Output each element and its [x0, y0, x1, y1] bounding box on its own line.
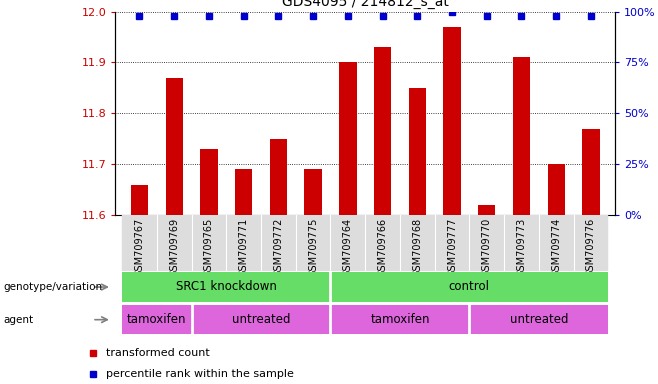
Text: transformed count: transformed count — [106, 348, 210, 358]
Bar — [166, 78, 183, 215]
Bar — [131, 185, 148, 215]
Bar — [122, 272, 330, 302]
Bar — [478, 205, 495, 215]
Bar — [261, 215, 295, 271]
Text: control: control — [449, 280, 490, 293]
Bar — [305, 169, 322, 215]
Bar — [226, 215, 261, 271]
Text: GSM709765: GSM709765 — [204, 218, 214, 277]
Bar — [122, 305, 191, 334]
Text: untreated: untreated — [232, 313, 290, 326]
Bar — [122, 215, 157, 271]
Bar — [582, 129, 599, 215]
Bar — [295, 215, 330, 271]
Text: tamoxifen: tamoxifen — [127, 313, 187, 326]
Bar — [547, 164, 565, 215]
Bar — [504, 215, 539, 271]
Text: untreated: untreated — [509, 313, 568, 326]
Text: GSM709764: GSM709764 — [343, 218, 353, 277]
Text: GSM709770: GSM709770 — [482, 218, 492, 277]
Text: percentile rank within the sample: percentile rank within the sample — [106, 369, 294, 379]
Bar — [469, 215, 504, 271]
Bar — [539, 215, 574, 271]
Text: agent: agent — [3, 314, 34, 325]
Bar — [435, 215, 469, 271]
Text: GSM709777: GSM709777 — [447, 218, 457, 277]
Bar — [469, 305, 608, 334]
Bar — [374, 47, 392, 215]
Text: GSM709769: GSM709769 — [169, 218, 179, 277]
Bar — [409, 88, 426, 215]
Title: GDS4095 / 214812_s_at: GDS4095 / 214812_s_at — [282, 0, 449, 9]
Text: GSM709771: GSM709771 — [239, 218, 249, 277]
Bar — [270, 139, 287, 215]
Bar — [157, 215, 191, 271]
Text: GSM709766: GSM709766 — [378, 218, 388, 277]
Text: GSM709768: GSM709768 — [413, 218, 422, 277]
Bar — [191, 305, 330, 334]
Bar — [400, 215, 435, 271]
Bar — [365, 215, 400, 271]
Text: GSM709774: GSM709774 — [551, 218, 561, 277]
Text: GSM709767: GSM709767 — [134, 218, 145, 277]
Bar — [330, 272, 608, 302]
Bar — [200, 149, 218, 215]
Bar — [513, 57, 530, 215]
Bar — [574, 215, 608, 271]
Text: tamoxifen: tamoxifen — [370, 313, 430, 326]
Text: GSM709773: GSM709773 — [517, 218, 526, 277]
Text: SRC1 knockdown: SRC1 knockdown — [176, 280, 277, 293]
Bar — [339, 63, 357, 215]
Bar — [191, 215, 226, 271]
Text: GSM709772: GSM709772 — [273, 218, 284, 277]
Bar — [330, 305, 469, 334]
Bar — [443, 27, 461, 215]
Bar — [235, 169, 252, 215]
Text: genotype/variation: genotype/variation — [3, 282, 103, 292]
Bar — [330, 215, 365, 271]
Text: GSM709775: GSM709775 — [308, 218, 318, 277]
Text: GSM709776: GSM709776 — [586, 218, 596, 277]
